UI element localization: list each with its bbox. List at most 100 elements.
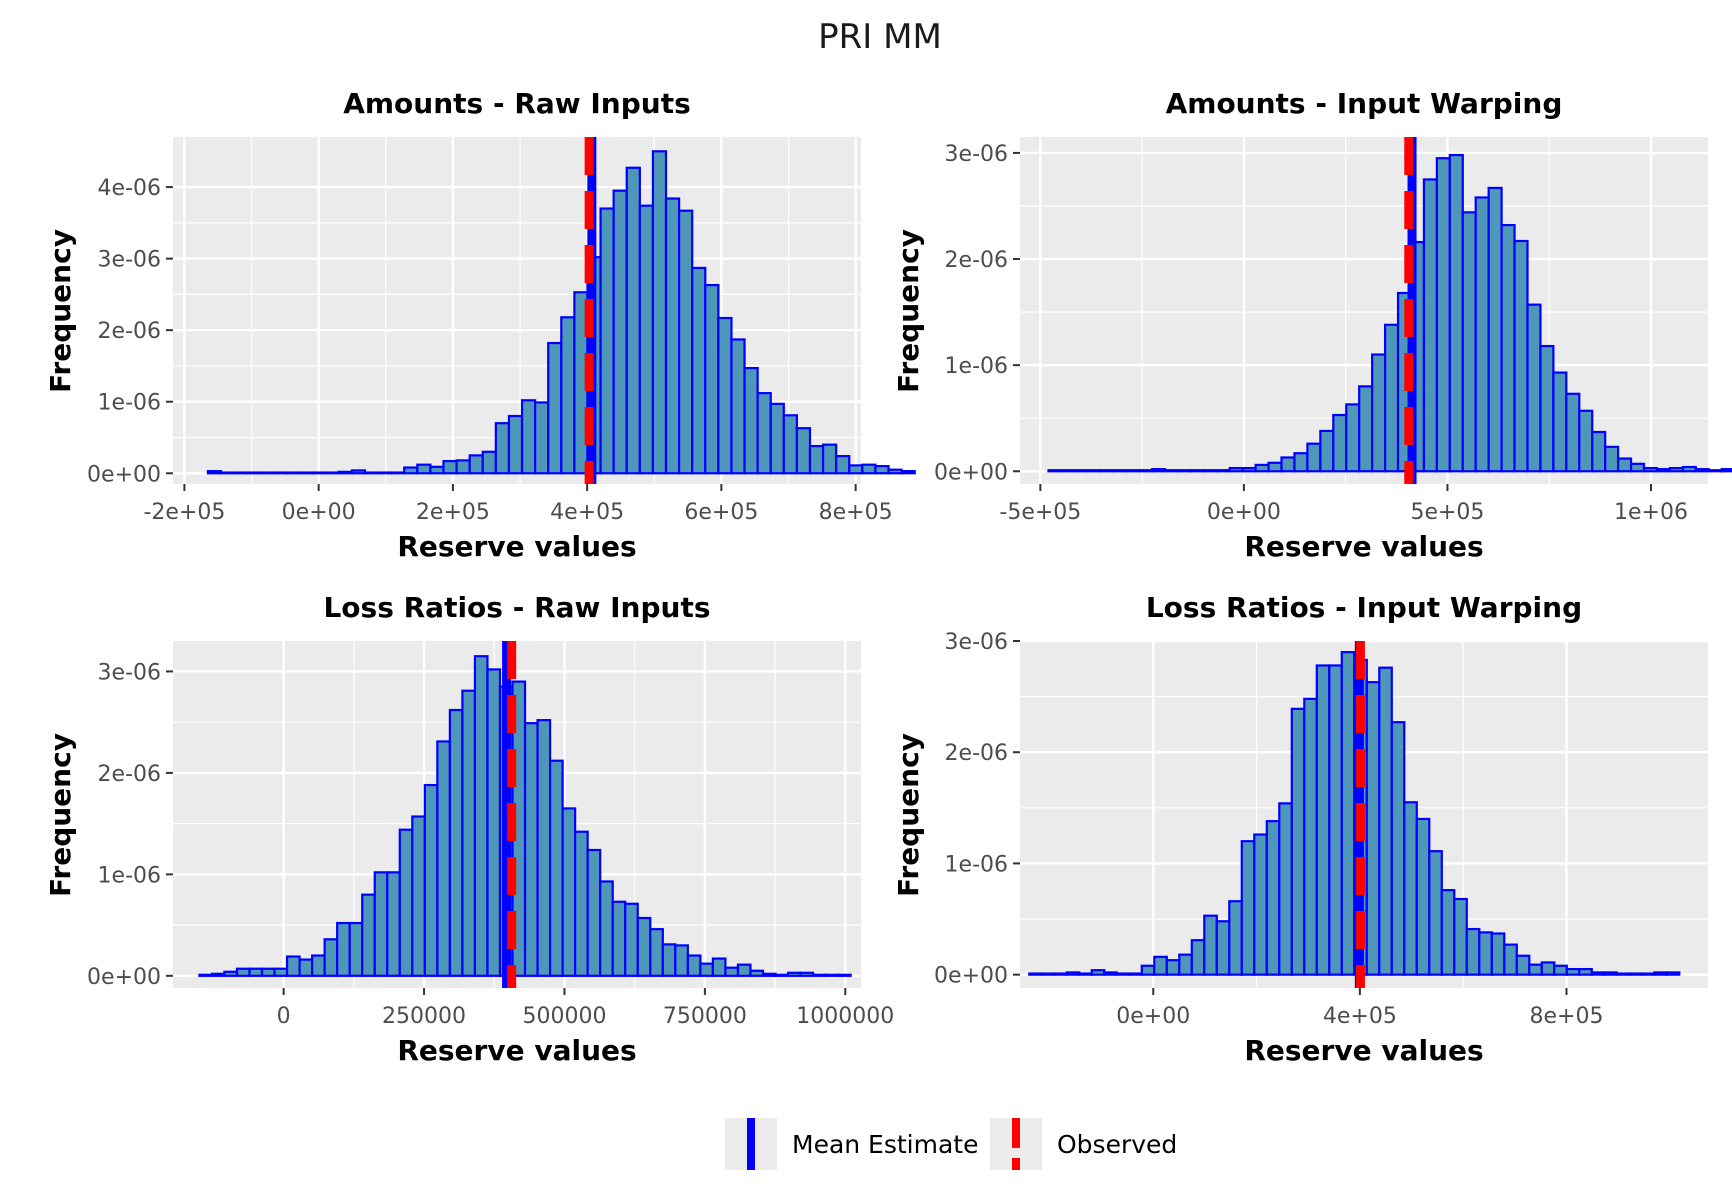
histogram-bar bbox=[824, 973, 840, 977]
histogram-bar bbox=[1290, 707, 1306, 976]
histogram-bar bbox=[336, 921, 351, 977]
histogram-bar bbox=[756, 392, 772, 475]
histogram-bar bbox=[1565, 967, 1581, 976]
x-axis-label: Reserve values bbox=[397, 1034, 636, 1067]
histogram-bar bbox=[348, 921, 364, 977]
histogram-bar bbox=[1565, 392, 1581, 473]
x-axis-label: Reserve values bbox=[397, 530, 636, 563]
y-tick-label: 3e-06 bbox=[98, 660, 161, 685]
legend: Mean Estimate Observed bbox=[725, 1118, 1177, 1170]
y-tick-label: 3e-06 bbox=[98, 248, 161, 273]
histogram-bar bbox=[624, 902, 639, 977]
histogram-bar bbox=[1707, 469, 1723, 473]
y-tick-label: 1e-06 bbox=[945, 354, 1008, 379]
histogram-bar bbox=[448, 708, 464, 977]
histogram-bar bbox=[686, 954, 702, 977]
y-tick-label: 1e-06 bbox=[98, 863, 161, 888]
histogram-bar bbox=[730, 338, 746, 475]
histogram-bar bbox=[795, 427, 812, 475]
histogram-bar bbox=[210, 972, 226, 977]
chart-title: Amounts - Input Warping bbox=[1166, 87, 1563, 120]
histogram-bar bbox=[1228, 900, 1243, 976]
chart-title: Loss Ratios - Input Warping bbox=[1146, 591, 1582, 624]
histogram-bar bbox=[691, 266, 707, 475]
histogram-bar bbox=[811, 973, 827, 977]
histogram-bar bbox=[1642, 466, 1659, 473]
histogram-bar bbox=[494, 422, 511, 475]
histogram-bar bbox=[1435, 157, 1451, 473]
histogram-bar bbox=[1178, 953, 1193, 976]
y-tick-label: 0e+00 bbox=[934, 964, 1008, 989]
histogram-bar bbox=[246, 471, 262, 475]
x-tick-label: 250000 bbox=[382, 1004, 466, 1029]
histogram-bar bbox=[1073, 469, 1089, 473]
histogram-bar bbox=[1578, 967, 1593, 976]
x-tick-label: 8e+05 bbox=[1529, 1004, 1603, 1029]
histogram-bar bbox=[638, 204, 655, 475]
histogram-bar bbox=[1078, 972, 1093, 976]
histogram-bar bbox=[736, 963, 752, 977]
y-tick-label: 3e-06 bbox=[945, 630, 1008, 655]
histogram-bar bbox=[411, 815, 426, 977]
histogram-bar bbox=[1552, 371, 1568, 473]
y-tick-label: 4e-06 bbox=[98, 176, 161, 201]
histogram-bar bbox=[636, 916, 652, 977]
histogram-bar bbox=[711, 957, 727, 977]
histogram-bar bbox=[311, 954, 326, 977]
histogram-bar bbox=[1503, 943, 1518, 976]
histogram-bar bbox=[1358, 385, 1374, 473]
histogram-bar bbox=[223, 970, 239, 977]
x-tick-label: -2e+05 bbox=[143, 500, 225, 525]
chart-title: Amounts - Raw Inputs bbox=[343, 87, 691, 120]
histogram-bar bbox=[416, 463, 432, 475]
histogram-bar bbox=[674, 944, 689, 977]
histogram-bar bbox=[461, 689, 477, 977]
histogram-bar bbox=[1240, 840, 1256, 976]
histogram-bar bbox=[1176, 469, 1193, 473]
histogram-bar bbox=[1278, 802, 1293, 976]
histogram-bar bbox=[219, 471, 236, 475]
histogram-bar bbox=[661, 943, 677, 977]
histogram-bar bbox=[473, 655, 489, 977]
histogram-bar bbox=[311, 471, 327, 475]
histogram-bar bbox=[649, 928, 664, 977]
histogram-bar bbox=[232, 471, 249, 475]
y-tick-label: 2e-06 bbox=[945, 248, 1008, 273]
histogram-bar bbox=[574, 830, 589, 977]
histogram-bar bbox=[436, 740, 451, 977]
histogram-bar bbox=[1065, 971, 1081, 976]
legend-label-observed: Observed bbox=[1057, 1130, 1177, 1159]
histogram-bar bbox=[198, 973, 214, 977]
histogram-bar bbox=[1390, 721, 1406, 976]
histogram-bar bbox=[761, 972, 777, 977]
histogram-bar bbox=[1448, 153, 1464, 473]
histogram-bar bbox=[468, 454, 484, 475]
histogram-bar bbox=[1060, 469, 1076, 473]
y-tick-label: 2e-06 bbox=[98, 762, 161, 787]
histogram-bar bbox=[1415, 817, 1431, 976]
histogram-bar bbox=[1163, 469, 1180, 473]
histogram-bar bbox=[1128, 972, 1143, 976]
chart-panel-4: 0e+00 4e+05 8e+05 0e+00 1e-06 2e-06 3e-06 Loss … bbox=[892, 591, 1708, 1067]
panels: -2e+05 0e+00 2e+05 4e+05 6e+05 8e+05 0e+00 1e-0… bbox=[44, 87, 1732, 1067]
histogram-bar bbox=[1293, 452, 1309, 473]
histogram-bar bbox=[373, 871, 389, 977]
histogram-bar bbox=[1028, 972, 1043, 976]
histogram-bar bbox=[481, 450, 497, 475]
y-tick-label: 0e+00 bbox=[934, 460, 1008, 485]
histogram-bar bbox=[1306, 442, 1322, 473]
histogram-bar bbox=[561, 807, 577, 977]
histogram-bar bbox=[272, 471, 288, 475]
histogram-bar bbox=[337, 470, 353, 475]
histogram-bar bbox=[1319, 429, 1335, 473]
histogram-bar bbox=[398, 828, 414, 977]
histogram-bar bbox=[1665, 971, 1681, 976]
x-tick-label: 1e+06 bbox=[1614, 500, 1688, 525]
figure-title: PRI MM bbox=[818, 17, 942, 57]
histogram-bar bbox=[704, 284, 720, 475]
histogram-bar bbox=[547, 341, 563, 475]
histogram-bar bbox=[1303, 697, 1318, 976]
histogram-bar bbox=[1099, 469, 1115, 473]
histogram-bar bbox=[1540, 961, 1556, 976]
x-tick-label: 0e+00 bbox=[282, 500, 356, 525]
